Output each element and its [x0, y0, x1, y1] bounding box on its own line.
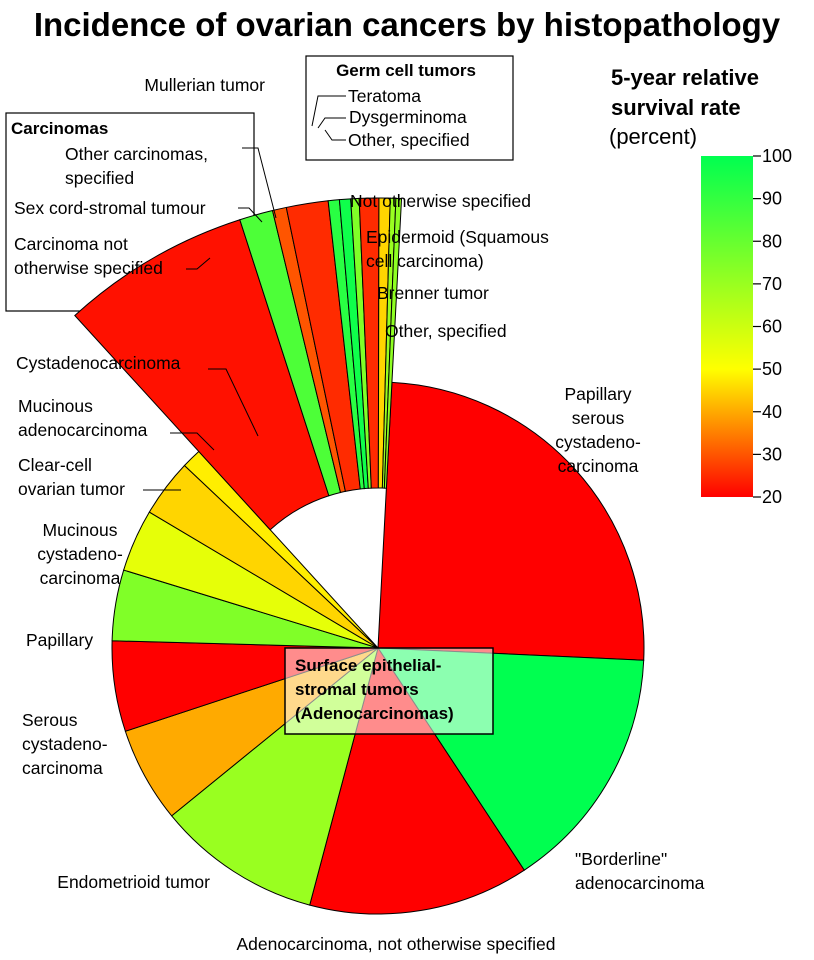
carcinomas-group-title: Carcinomas: [11, 119, 108, 138]
center-label-box: [284, 647, 494, 735]
slice-label-serous-cystadeno-carcinoma: Serous cystadeno-carcinoma: [22, 710, 108, 778]
slice-label-sex-cord-stromal-tumour: Sex cord-stromal tumour: [14, 198, 206, 218]
leader-cystadenocarcinoma: [208, 368, 259, 437]
slice-carcinoma-not-otherwise-specified: [74, 219, 330, 531]
legend-unit: (percent): [609, 124, 697, 149]
legend-ticks: 100 90 80 70 60 50 40 30 20: [753, 146, 792, 507]
slice-label-other-specified: Other, specified: [385, 321, 507, 341]
leader-sex-cord-stromal-tumour: [238, 207, 263, 223]
legend-tick-label: 50: [762, 359, 782, 379]
leader-other-carcinomas-specified: [242, 147, 277, 219]
slice-label-borderline-adenocarcinoma: "Borderline" adenocarcinoma: [575, 849, 705, 893]
slice-label-epidermoid-squamous-cell-carcinoma: Epidermoid (Squamous cell carcinoma): [366, 227, 549, 271]
legend-tick-label: 60: [762, 317, 782, 337]
leader-other-specified: [324, 129, 346, 141]
legend-tick-label: 70: [762, 274, 782, 294]
leader-dysgerminoma: [317, 117, 346, 129]
legend-tick-label: 100: [762, 146, 792, 166]
legend-tick-label: 80: [762, 231, 782, 251]
slice-label-brenner-tumor: Brenner tumor: [377, 283, 489, 303]
slice-label-papillary: Papillary: [26, 630, 93, 650]
slice-label-mullerian-tumor: Mullerian tumor: [144, 75, 265, 95]
germ-cell-group-title: Germ cell tumors: [336, 61, 476, 80]
leader-teratoma: [311, 95, 346, 127]
legend-color-bar: [701, 156, 753, 497]
chart-title: Incidence of ovarian cancers by histopat…: [34, 6, 781, 43]
center-group-label: Surface epithelial- stromal tumors (Aden…: [295, 656, 454, 723]
slice-label-cystadenocarcinoma: Cystadenocarcinoma: [16, 353, 181, 373]
slice-papillary-serous-cystadeno-carcinoma: [377, 381, 645, 661]
legend-tick-label: 30: [762, 444, 782, 464]
label-leader-lines: [143, 95, 346, 491]
slice-label-other-carcinomas-specified: Other carcinomas, specified: [65, 144, 208, 188]
germ-cell-group-box: [305, 55, 514, 161]
legend-tick-label: 20: [762, 487, 782, 507]
legend-tick-label: 40: [762, 402, 782, 422]
slice-label-adenocarcinoma-not-otherwise-specified: Adenocarcinoma, not otherwise specified: [236, 934, 555, 954]
slice-label-mucinous-adenocarcinoma: Mucinous adenocarcinoma: [18, 396, 148, 440]
slice-labels: Papillary serous cystadeno-carcinoma "Borde…: [14, 75, 705, 954]
slice-label-papillary-serous-cystadeno-carcinoma: Papillary serous cystadeno-carcinoma: [555, 384, 641, 476]
slice-label-dysgerminoma: Dysgerminoma: [349, 107, 467, 127]
leader-mucinous-adenocarcinoma: [170, 432, 215, 451]
slice-label-mucinous-cystadeno-carcinoma: Mucinous cystadeno-carcinoma: [37, 520, 123, 588]
slice-label-carcinoma-not-otherwise-specified: Carcinoma not otherwise specified: [14, 234, 163, 278]
leader-carcinoma-not-otherwise-specified: [186, 257, 211, 270]
slice-label-teratoma: Teratoma: [348, 86, 421, 106]
slice-label-not-otherwise-specified: Not otherwise specified: [350, 191, 531, 211]
pie-slices: [74, 197, 645, 915]
legend-tick-label: 90: [762, 189, 782, 209]
legend-title-line1: 5-year relative: [611, 65, 759, 90]
slice-other-specified: [383, 197, 403, 489]
legend-title-line2: survival rate: [611, 95, 741, 120]
slice-label-endometrioid-tumor: Endometrioid tumor: [57, 872, 210, 892]
slice-label-clear-cell-ovarian-tumor: Clear-cell ovarian tumor: [18, 455, 125, 499]
slice-label-other-specified: Other, specified: [348, 130, 470, 150]
